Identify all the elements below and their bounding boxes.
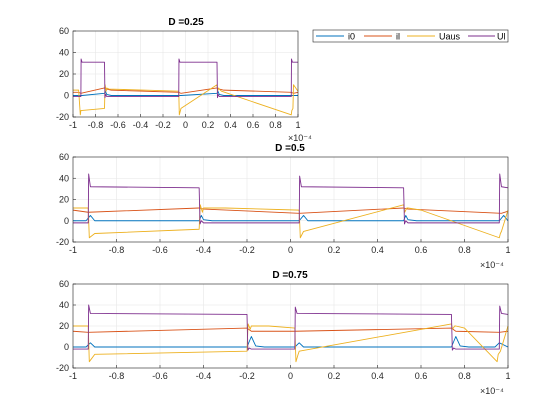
x-tick-label: -0.4 (133, 120, 149, 130)
legend-label-il: il (396, 32, 400, 42)
x-tick-label: 0.6 (415, 245, 428, 255)
subplot-d-05: D =0.5 -1 -0.8 -0.6 -0.4 -0.2 0 0.2 0.4 0.6 0.8 1 -… (56, 143, 511, 270)
legend-label-ul: Ul (497, 32, 506, 42)
axes-frame (72, 283, 509, 369)
series-line-uaus (73, 84, 299, 116)
series-line-il (73, 87, 299, 94)
x-tick-label: -1 (69, 371, 77, 381)
y-tick-label: 40 (59, 300, 69, 310)
x-tick-label: -0.2 (239, 245, 255, 255)
x-tick-label: 0.2 (328, 245, 341, 255)
x-tick-label: 0 (288, 371, 293, 381)
x-tick-label: 0.8 (458, 371, 471, 381)
subplot-title: D =0.25 (168, 17, 204, 28)
x-tick-label: -0.8 (88, 120, 104, 130)
series-line-ul (73, 173, 509, 225)
x-tick-label: -0.8 (109, 245, 125, 255)
x-tick-label: 0.8 (269, 120, 282, 130)
series-line-uaus (73, 323, 509, 363)
legend-label-i0: i0 (348, 32, 355, 42)
x-tick-label: -0.6 (110, 120, 126, 130)
x-tick-label: 0 (288, 245, 293, 255)
y-tick-label: -20 (56, 112, 69, 122)
x-tick-label: -0.6 (152, 245, 168, 255)
series-line-i0 (73, 214, 509, 222)
x-tick-label: 0.6 (415, 371, 428, 381)
x-tick-label: -1 (69, 245, 77, 255)
legend-label-uaus: Uaus (439, 32, 461, 42)
x-tick-label: 0 (183, 120, 188, 130)
y-tick-label: 40 (59, 48, 69, 58)
series-line-ul (73, 58, 298, 99)
x-tick-label: -0.4 (196, 245, 212, 255)
x-tick-label: 0.4 (371, 245, 384, 255)
x-tick-label: 1 (505, 371, 510, 381)
y-tick-label: 60 (59, 279, 69, 289)
subplot-title: D =0.5 (275, 143, 305, 154)
x-tick-label: -0.2 (239, 371, 255, 381)
y-tick-label: 40 (59, 173, 69, 183)
y-tick-label: -20 (56, 237, 69, 247)
series-line-i0 (73, 336, 509, 348)
x-tick-label: -0.2 (155, 120, 171, 130)
x-exponent-label: ×10⁻⁴ (288, 133, 312, 143)
x-tick-label: -0.4 (196, 371, 212, 381)
x-tick-label: 0.2 (328, 371, 341, 381)
y-tick-label: 20 (59, 321, 69, 331)
y-tick-label: 20 (59, 69, 69, 79)
subplot-d-025: D =0.25 -1 -0.8 -0.6 -0.4 -0.2 0 0.2 0.4 0.6 0.8 1… (56, 17, 312, 143)
x-exponent-label: ×10⁻⁴ (480, 386, 504, 396)
y-tick-label: 0 (64, 91, 69, 101)
subplot-title: D =0.75 (272, 270, 308, 281)
subplot-d-075: D =0.75 -1 -0.8 -0.6 -0.4 -0.2 0 0.2 0.4 0.6 0.8 1… (56, 270, 511, 396)
y-tick-label: 60 (59, 152, 69, 162)
x-tick-label: -0.6 (152, 371, 168, 381)
x-tick-label: 0.6 (247, 120, 260, 130)
x-tick-label: 0.4 (371, 371, 384, 381)
x-tick-label: 0.8 (458, 245, 471, 255)
axes-frame (72, 156, 509, 243)
y-tick-label: 0 (64, 342, 69, 352)
y-tick-label: -20 (56, 363, 69, 373)
y-tick-label: 0 (64, 216, 69, 226)
x-tick-label: -0.8 (109, 371, 125, 381)
y-tick-label: 60 (59, 26, 69, 36)
x-tick-label: 1 (505, 245, 510, 255)
x-tick-label: 0.2 (202, 120, 215, 130)
series-line-ul (73, 304, 509, 351)
axes-frame (72, 30, 299, 118)
x-exponent-label: ×10⁻⁴ (480, 260, 504, 270)
x-tick-label: 1 (295, 120, 300, 130)
legend: i0 il Uaus Ul (312, 29, 509, 43)
x-tick-label: 0.4 (224, 120, 237, 130)
series-line-uaus (73, 204, 509, 239)
y-tick-label: 20 (59, 195, 69, 205)
x-tick-label: -1 (69, 120, 77, 130)
